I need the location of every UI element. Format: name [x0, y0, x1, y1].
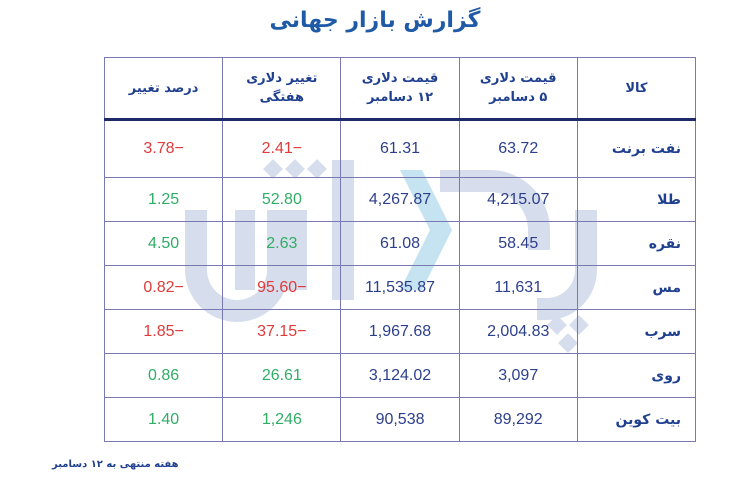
percent-change: 1.25 — [103, 177, 224, 222]
commodity-name: روی — [576, 353, 697, 398]
weekly-change: −37.15 — [222, 309, 342, 354]
price-dec5: 89,292 — [458, 397, 578, 442]
price-dec12: 61.31 — [340, 119, 460, 178]
weekly-change: 1,246 — [222, 397, 342, 442]
table-row: بیت کوین 89,292 90,538 1,246 1.40 — [103, 397, 697, 442]
commodity-name: مس — [576, 265, 697, 310]
footnote: هفته منتهی به ۱۲ دسامبر — [52, 459, 179, 470]
weekly-change: 52.80 — [222, 177, 342, 222]
weekly-change: 2.63 — [222, 221, 342, 266]
header-commodity: کالا — [576, 57, 697, 121]
price-dec12: 4,267.87 — [340, 177, 460, 222]
percent-change: 0.86 — [103, 353, 224, 398]
price-dec5: 63.72 — [458, 119, 578, 178]
header-weekly-change: تغییر دلاری هفتگی — [222, 57, 342, 121]
price-dec12: 3,124.02 — [340, 353, 460, 398]
commodity-name: نقره — [576, 221, 697, 266]
price-dec5: 2,004.83 — [458, 309, 578, 354]
price-dec5: 4,215.07 — [458, 177, 578, 222]
header-price-dec12: قیمت دلاری ۱۲ دسامبر — [340, 57, 460, 121]
table-row: نفت برنت 63.72 61.31 −2.41 −3.78 — [103, 119, 697, 178]
table-row: روی 3,097 3,124.02 26.61 0.86 — [103, 353, 697, 398]
table-header-row: کالا قیمت دلاری ۵ دسامبر قیمت دلاری ۱۲ دسا… — [103, 57, 697, 121]
percent-change: −1.85 — [103, 309, 224, 354]
price-dec12: 61.08 — [340, 221, 460, 266]
percent-change: −3.78 — [103, 119, 224, 178]
weekly-change: −2.41 — [222, 119, 342, 178]
percent-change: −0.82 — [103, 265, 224, 310]
price-dec12: 90,538 — [340, 397, 460, 442]
commodity-name: طلا — [576, 177, 697, 222]
header-percent-change: درصد تغییر — [103, 57, 224, 121]
percent-change: 1.40 — [103, 397, 224, 442]
price-dec5: 11,631 — [458, 265, 578, 310]
table-row: سرب 2,004.83 1,967.68 −37.15 −1.85 — [103, 309, 697, 354]
table-row: طلا 4,215.07 4,267.87 52.80 1.25 — [103, 177, 697, 222]
percent-change: 4.50 — [103, 221, 224, 266]
weekly-change: 26.61 — [222, 353, 342, 398]
price-dec5: 58.45 — [458, 221, 578, 266]
table-row: نقره 58.45 61.08 2.63 4.50 — [103, 221, 697, 266]
header-price-dec5: قیمت دلاری ۵ دسامبر — [458, 57, 578, 121]
price-dec5: 3,097 — [458, 353, 578, 398]
price-dec12: 1,967.68 — [340, 309, 460, 354]
table-row: مس 11,631 11,535.87 −95.60 −0.82 — [103, 265, 697, 310]
commodity-name: سرب — [576, 309, 697, 354]
market-report-table: کالا قیمت دلاری ۵ دسامبر قیمت دلاری ۱۲ دسا… — [103, 57, 697, 442]
weekly-change: −95.60 — [222, 265, 342, 310]
commodity-name: بیت کوین — [576, 397, 697, 442]
price-dec12: 11,535.87 — [340, 265, 460, 310]
commodity-name: نفت برنت — [576, 119, 697, 178]
page-title: گزارش بازار جهانی — [269, 8, 481, 33]
